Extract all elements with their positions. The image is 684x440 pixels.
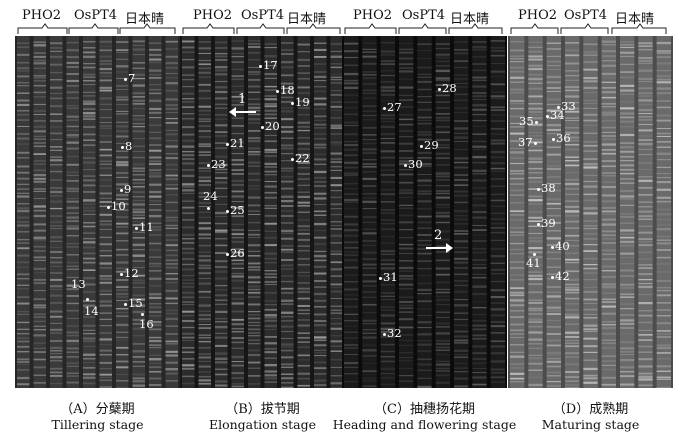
band-marker: 11: [134, 221, 154, 233]
band-marker: 17: [258, 59, 278, 71]
panel-c: PHO2 OsPT4 日本晴 27 28 29 30 31 32 2 （C）抽穗…: [333, 0, 517, 440]
band-marker: 42: [550, 270, 570, 282]
label-pho2: PHO2: [193, 8, 233, 23]
band-marker: 36: [551, 132, 571, 144]
band-marker: 31: [378, 271, 398, 283]
label-nipponbare: 日本晴: [125, 12, 165, 27]
arrow-2: 2: [424, 228, 454, 254]
label-pho2: PHO2: [22, 8, 62, 23]
arrow-label: 1: [238, 92, 247, 107]
band-marker: 21: [225, 137, 245, 149]
band-marker: 41: [526, 256, 541, 270]
gel-image: [15, 36, 180, 388]
band-marker: 14: [84, 304, 99, 318]
label-ospt4: OsPT4: [564, 8, 608, 23]
band-marker: 23: [206, 158, 226, 170]
label-ospt4: OsPT4: [74, 8, 118, 23]
band-marker: 22: [290, 152, 310, 164]
label-ospt4: OsPT4: [241, 8, 285, 23]
band-marker: 19: [290, 96, 310, 108]
panel-caption-en: Maturing stage: [541, 417, 640, 432]
band-marker: 26: [225, 247, 245, 259]
panel-caption-cn: （D）成熟期: [552, 402, 629, 417]
lane-group-labels: PHO2 OsPT4 日本晴: [342, 8, 507, 27]
label-pho2: PHO2: [518, 8, 558, 23]
band-marker: 34: [545, 109, 565, 121]
gel-image: [342, 36, 507, 388]
label-nipponbare: 日本晴: [287, 12, 327, 27]
lane-group-braces: [510, 23, 667, 34]
band-marker: 40: [550, 240, 570, 252]
lane-group-labels: PHO2 OsPT4 日本晴: [508, 8, 673, 27]
band-marker: 28: [437, 82, 457, 94]
panel-caption-cn: （B）拔节期: [225, 402, 300, 417]
label-pho2: PHO2: [353, 8, 393, 23]
gel-image: [508, 36, 673, 388]
band-marker: 16: [139, 317, 154, 331]
label-ospt4: OsPT4: [402, 8, 446, 23]
band-marker: 20: [260, 120, 280, 132]
label-nipponbare: 日本晴: [450, 12, 490, 27]
band-marker: 38: [536, 182, 556, 194]
lane-group-braces: [17, 23, 176, 34]
band-marker: 35: [519, 115, 539, 127]
panel-caption-en: Elongation stage: [208, 417, 316, 432]
band-marker: 18: [275, 84, 295, 96]
panel-caption-cn: （C）抽穗扬花期: [374, 402, 475, 417]
band-marker: 13: [71, 277, 86, 291]
band-marker: 30: [403, 158, 423, 170]
lane-group-labels: PHO2 OsPT4 日本晴: [15, 8, 180, 27]
band-marker: 32: [382, 327, 402, 339]
band-marker: [85, 292, 90, 304]
band-marker: 9: [119, 183, 131, 195]
panel-caption-cn: （A）分蘖期: [60, 402, 135, 417]
band-marker: 10: [106, 200, 126, 212]
band-marker: [532, 247, 537, 259]
band-marker: 15: [123, 297, 143, 309]
lane-group-labels: PHO2 OsPT4 日本晴: [180, 8, 345, 27]
arrow-label: 2: [434, 228, 443, 243]
band-marker: 27: [382, 101, 402, 113]
band-marker: 8: [120, 140, 132, 152]
arrow-1: 1: [228, 92, 258, 118]
panel-caption-en: Tillering stage: [51, 417, 144, 432]
label-nipponbare: 日本晴: [615, 12, 655, 27]
band-marker: 39: [536, 217, 556, 229]
band-marker: 7: [123, 72, 135, 84]
band-marker: 12: [119, 267, 139, 279]
band-marker: 37: [518, 136, 538, 148]
panel-d: PHO2 OsPT4 日本晴 33 34 35 36 37 38 39 40 4…: [508, 0, 673, 440]
lane-group-braces: [344, 23, 503, 34]
band-marker: [206, 201, 211, 213]
band-marker: 25: [225, 204, 245, 216]
band-marker: [140, 307, 145, 319]
lane-group-braces: [182, 23, 341, 34]
band-marker: 29: [419, 139, 439, 151]
band-marker: 33: [556, 100, 576, 112]
gel-image: [180, 36, 345, 388]
band-marker: 24: [203, 189, 218, 203]
panel-b: PHO2 OsPT4 日本晴 17 18 19 20 21 22 23 24 2…: [180, 0, 345, 440]
panel-caption-en: Heading and flowering stage: [332, 417, 517, 432]
panel-a: PHO2 OsPT4 日本晴 7 8 9 10 11 12 13 14 15 1…: [15, 0, 180, 440]
